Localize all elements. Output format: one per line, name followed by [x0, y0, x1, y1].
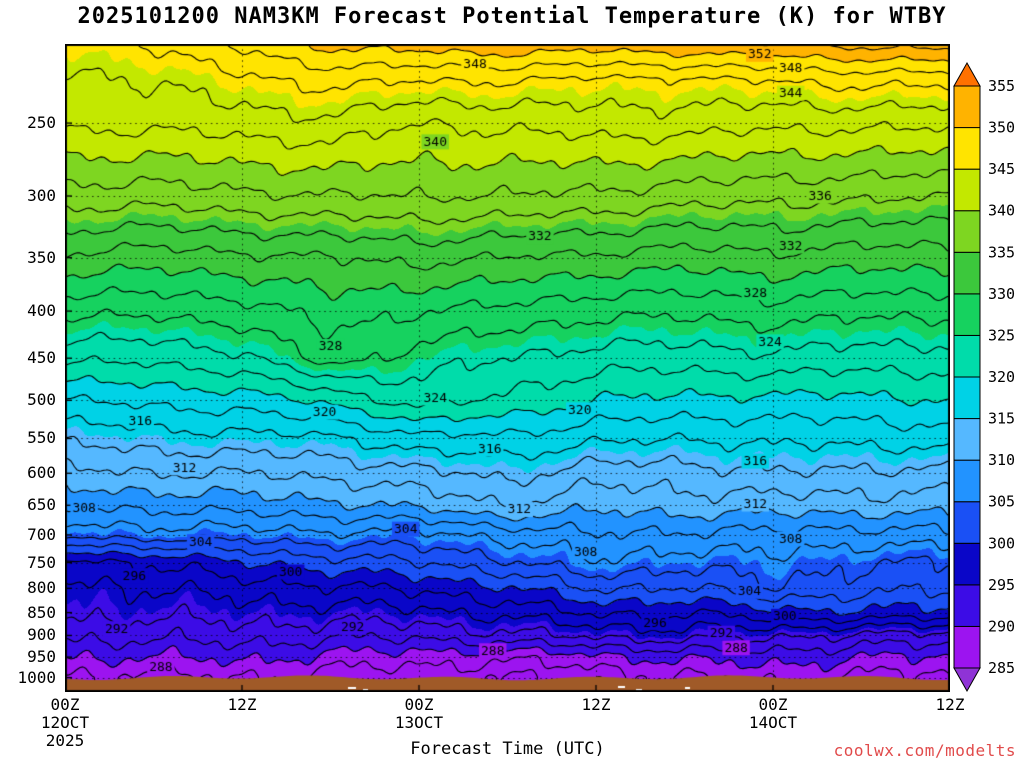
- colorbar-arrow-above: [953, 61, 981, 87]
- x-tick-date-label: 13OCT: [394, 713, 444, 732]
- x-tick-label: 00Z: [50, 695, 80, 714]
- colorbar-label: 285: [988, 659, 1015, 677]
- y-tick-label: 350: [27, 247, 56, 267]
- colorbar-band: [953, 127, 981, 170]
- colorbar-label: 330: [988, 285, 1015, 303]
- contour-plot-canvas: [65, 44, 950, 692]
- colorbar-label: 340: [988, 202, 1015, 220]
- colorbar-band: [953, 584, 981, 627]
- colorbar-label: 305: [988, 493, 1015, 511]
- y-tick-label: 750: [27, 552, 56, 572]
- colorbar-band: [953, 418, 981, 461]
- x-tick-label: 12Z: [581, 695, 611, 714]
- colorbar-band: [953, 293, 981, 336]
- colorbar-band: [953, 168, 981, 212]
- y-tick-label: 250: [27, 113, 56, 133]
- y-tick-label: 500: [27, 390, 56, 410]
- colorbar: 285 290 295 300 305 310 315 320 325 330 335 340 345 3…: [953, 61, 1015, 693]
- y-tick-label: 950: [27, 647, 56, 667]
- colorbar-label: 310: [988, 451, 1015, 469]
- colorbar-band: [953, 542, 981, 586]
- y-tick-label: 1000: [17, 667, 56, 687]
- colorbar-label: 320: [988, 368, 1015, 386]
- colorbar-label: 315: [988, 410, 1015, 428]
- y-tick-label: 700: [27, 524, 56, 544]
- x-axis-title: Forecast Time (UTC): [410, 739, 605, 759]
- y-tick-label: 550: [27, 428, 56, 448]
- y-tick-label: 300: [27, 186, 56, 205]
- y-tick-label: 850: [27, 602, 56, 622]
- y-tick-label: 900: [27, 625, 56, 645]
- colorbar-label: 335: [988, 243, 1015, 261]
- chart-title: 2025101200 NAM3KM Forecast Potential Tem…: [77, 4, 947, 29]
- y-tick-label: 600: [27, 463, 56, 483]
- colorbar-label: 345: [988, 160, 1015, 178]
- colorbar-band: [953, 459, 981, 503]
- colorbar-label: 295: [988, 576, 1015, 594]
- watermark-link[interactable]: coolwx.com/modelts: [833, 741, 1016, 760]
- colorbar-band: [953, 376, 981, 420]
- colorbar-label: 300: [988, 534, 1015, 552]
- x-tick-label: 00Z: [758, 695, 788, 714]
- colorbar-band: [953, 625, 981, 669]
- y-tick-label: 650: [27, 495, 56, 515]
- colorbar-arrow-below: [953, 667, 981, 693]
- colorbar-label: 355: [988, 77, 1015, 95]
- colorbar-band: [953, 85, 981, 129]
- x-tick-date-label: 14OCT: [748, 713, 798, 732]
- y-tick-label: 400: [27, 301, 56, 321]
- x-tick-label: 12Z: [227, 695, 257, 714]
- colorbar-band: [953, 251, 981, 295]
- colorbar-label: 350: [988, 119, 1015, 137]
- y-tick-label: 450: [27, 348, 56, 368]
- colorbar-band: [953, 210, 981, 253]
- colorbar-label: 325: [988, 326, 1015, 344]
- colorbar-label: 290: [988, 617, 1015, 635]
- colorbar-band: [953, 334, 981, 378]
- colorbar-band: [953, 501, 981, 544]
- x-tick-label: 00Z: [404, 695, 434, 714]
- x-tick-date-label: 12OCT: [40, 713, 90, 732]
- y-tick-label: 800: [27, 578, 56, 598]
